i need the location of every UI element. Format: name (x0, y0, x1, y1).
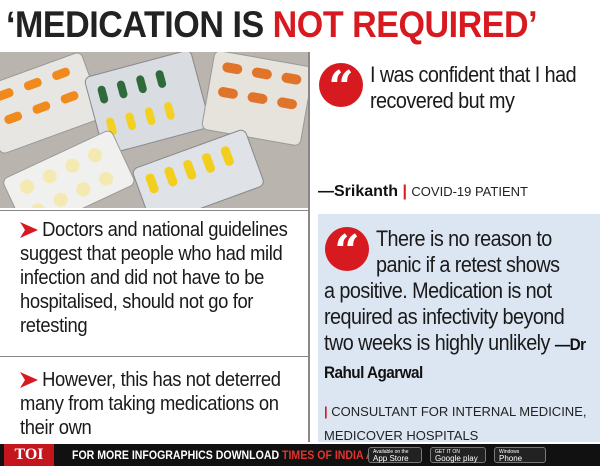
quote-icon: “ (325, 226, 369, 272)
quote-text: a positive. Medication is not required a… (324, 278, 594, 386)
badge-big: Google play (435, 454, 478, 463)
pills-photo (0, 52, 308, 208)
speaker-role-text: CONSULTANT FOR INTERNAL MEDICINE, MEDICO… (324, 404, 587, 443)
badge-small: Windows (499, 449, 520, 455)
quote-text: There is no reason to panic if a retest … (376, 226, 560, 277)
badge-small: GET IT ON (435, 449, 460, 455)
toi-logo: TOI (4, 444, 54, 466)
headline-main: ‘MEDICATION IS (6, 4, 264, 45)
column-divider (308, 52, 310, 442)
speaker-role: COVID-19 PATIENT (411, 184, 528, 199)
bullet-text: Doctors and national guidelines suggest … (20, 219, 288, 337)
bullet-divider (0, 356, 308, 357)
promo-text: FOR MORE INFOGRAPHICS DOWNLOAD (72, 448, 280, 462)
quote-attribution: —Srikanth | COVID-19 PATIENT (318, 183, 528, 200)
bullet-arrow (20, 372, 38, 388)
headline: ‘MEDICATION IS NOT REQUIRED’ (6, 4, 538, 46)
speaker: —Dr Rahul Agarwal (324, 335, 586, 382)
speaker: —Srikanth (318, 183, 399, 200)
app-store-badge[interactable]: Available on the App Store (368, 447, 422, 463)
speaker-role: | CONSULTANT FOR INTERNAL MEDICINE, MEDI… (324, 404, 587, 443)
quote-text-rest: a positive. Medication is not required a… (324, 278, 565, 355)
badge-small: Available on the (373, 449, 409, 455)
quote-text: I was confident that I had recovered but… (370, 62, 577, 113)
svg-text:“: “ (328, 62, 353, 108)
badge-big: Phone (499, 454, 523, 463)
footer-promo: FOR MORE INFOGRAPHICS DOWNLOAD TIMES OF … (72, 448, 387, 462)
quote-icon: “ (319, 62, 363, 108)
svg-text:“: “ (334, 226, 359, 272)
badge-big: App Store (373, 454, 409, 463)
google-play-badge[interactable]: GET IT ON Google play (430, 447, 486, 463)
row-divider (0, 210, 308, 211)
windows-phone-badge[interactable]: Windows Phone (494, 447, 546, 463)
app-name: TIMES OF INDIA APP (282, 448, 388, 462)
bullet-text: However, this has not deterred many from… (20, 369, 281, 439)
headline-highlight: NOT REQUIRED’ (272, 4, 538, 45)
bullet-arrow (20, 222, 38, 238)
